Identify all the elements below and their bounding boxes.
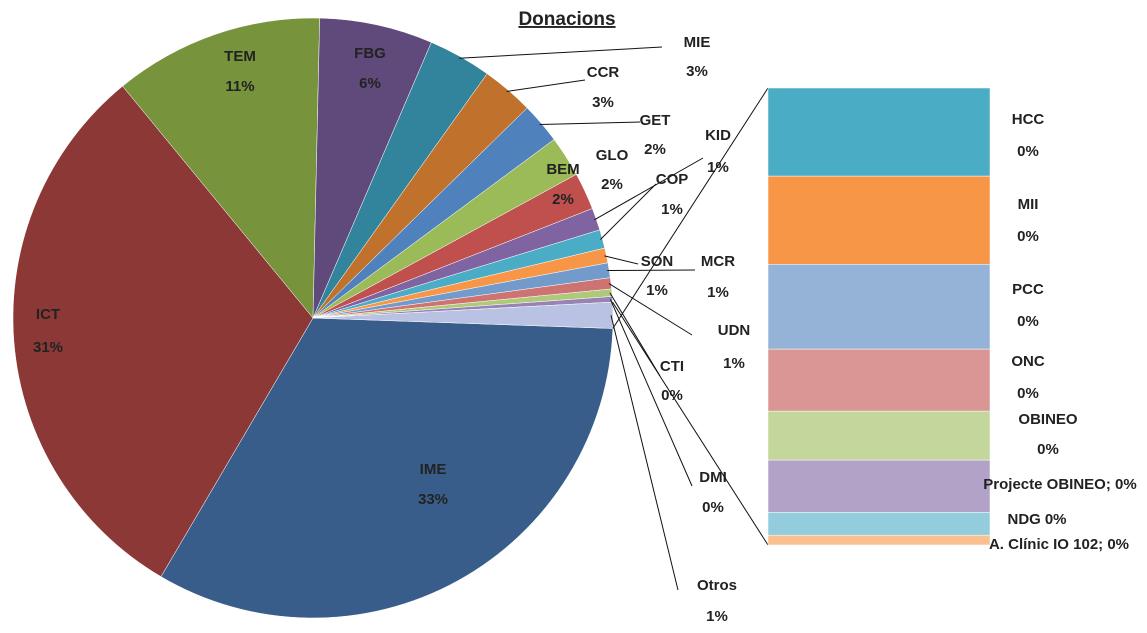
- bar-segment: [767, 348, 991, 412]
- data-label-name: CCR: [587, 64, 620, 81]
- bar-label-value: 0%: [1115, 476, 1137, 493]
- data-label-name: FBG: [354, 45, 386, 62]
- data-label: 31%: [33, 339, 63, 356]
- data-label-name: BEM: [546, 161, 579, 178]
- data-label-name: GLO: [596, 147, 629, 164]
- data-label: 0%: [702, 499, 724, 516]
- bar-segment: [767, 410, 991, 461]
- bar-label: 0%: [1037, 441, 1059, 458]
- data-label: 11%: [225, 78, 254, 95]
- bar-label-name: HCC: [1012, 111, 1045, 128]
- data-label: 1%: [646, 282, 668, 299]
- leader-line: [609, 299, 693, 487]
- bar-label-name: MII: [1018, 196, 1039, 213]
- chart-title: Donacions: [518, 9, 615, 30]
- bar-label-name: Projecte OBINEO: [983, 476, 1106, 493]
- data-label: 6%: [359, 75, 381, 92]
- bar-label: NDG 0%: [1007, 511, 1066, 528]
- data-label-name: ICT: [36, 306, 60, 323]
- leader-line: [539, 121, 641, 126]
- bar-label-value: 0%: [1045, 511, 1067, 528]
- data-label: 1%: [707, 284, 729, 301]
- data-label-name: MCR: [701, 253, 735, 270]
- leader-line: [608, 283, 693, 336]
- data-label-name: Otros: [697, 577, 737, 594]
- bar-label-value: 0%: [1107, 536, 1129, 553]
- bar-segment: [767, 87, 991, 177]
- data-label-name: KID: [705, 127, 731, 144]
- data-label: 2%: [644, 141, 666, 158]
- bar-label: 0%: [1017, 143, 1039, 160]
- bar-segment: [767, 512, 991, 536]
- data-label: 33%: [418, 491, 448, 508]
- bar-label-name: ONC: [1011, 353, 1045, 370]
- bar-segment: [767, 459, 991, 513]
- bar-label-name: PCC: [1012, 281, 1044, 298]
- data-label-name: MIE: [684, 34, 711, 51]
- bar-label: A. Clínic IO 102; 0%: [989, 536, 1129, 553]
- bar-label-name: NDG: [1007, 511, 1040, 528]
- data-label-name: UDN: [718, 322, 751, 339]
- data-label: 1%: [723, 355, 745, 372]
- connector-line: [612, 301, 769, 546]
- data-label-name: TEM: [224, 48, 256, 65]
- data-label: 1%: [706, 608, 728, 625]
- leader-line: [594, 157, 704, 221]
- data-label: 3%: [686, 63, 708, 80]
- data-label-name: CTI: [660, 358, 684, 375]
- data-label: 2%: [552, 191, 574, 208]
- data-label: 2%: [601, 176, 623, 193]
- bar-label: 0%: [1017, 228, 1039, 245]
- data-label-name: IME: [420, 461, 447, 478]
- data-label: 3%: [592, 94, 614, 111]
- bar-segment: [767, 534, 991, 546]
- data-label-name: GET: [640, 112, 671, 129]
- pie-slice: [122, 17, 320, 319]
- connector-line: [612, 87, 769, 329]
- data-label-name: DMI: [699, 469, 727, 486]
- leader-line: [609, 292, 661, 377]
- bar-label: 0%: [1017, 313, 1039, 330]
- leader-line: [506, 79, 586, 92]
- leader-line: [600, 183, 657, 240]
- data-label-name: SON: [641, 253, 674, 270]
- data-label-name: COP: [656, 171, 689, 188]
- bar-label: 0%: [1017, 385, 1039, 402]
- bar-segment: [767, 264, 991, 350]
- bar-label-separator: ;: [1106, 476, 1115, 493]
- leader-line: [607, 269, 696, 272]
- pie-slice: [160, 317, 614, 619]
- data-label: 1%: [661, 201, 683, 218]
- bar-label-separator: ;: [1098, 536, 1107, 553]
- leader-line: [604, 255, 639, 265]
- leader-line: [459, 46, 663, 59]
- pie-slice: [12, 85, 314, 577]
- bar-label: Projecte OBINEO; 0%: [983, 476, 1136, 493]
- data-label: 1%: [707, 159, 729, 176]
- bar-segment: [767, 175, 991, 265]
- bar-label-name: A. Clínic IO 102: [989, 536, 1098, 553]
- bar-label-name: OBINEO: [1018, 411, 1078, 428]
- leader-line: [610, 315, 679, 591]
